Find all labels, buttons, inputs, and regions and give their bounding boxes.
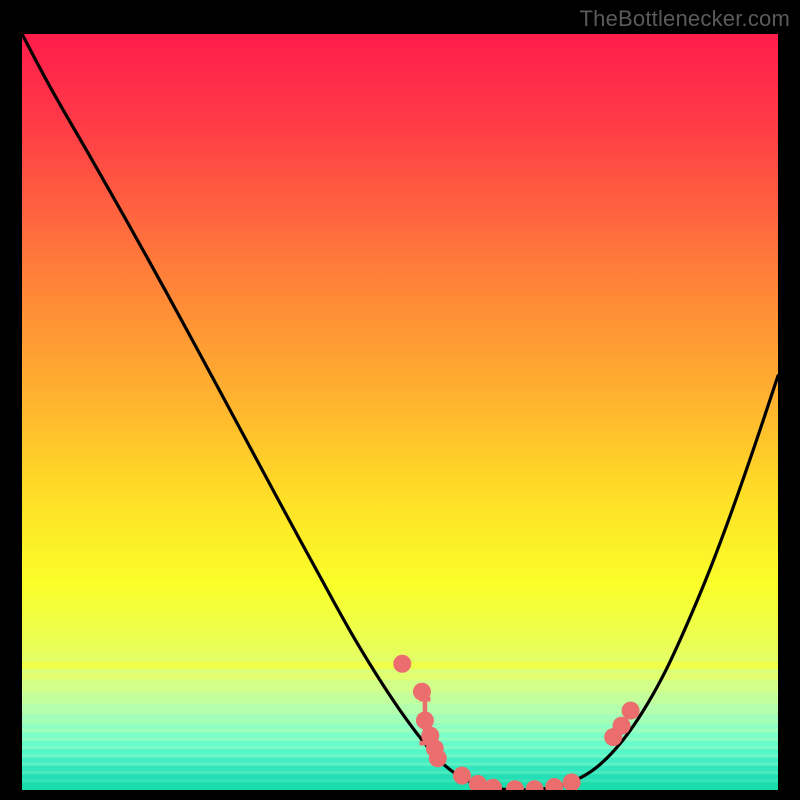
gradient-band <box>22 741 778 746</box>
data-marker <box>453 767 471 785</box>
gradient-band <box>22 749 778 754</box>
data-marker <box>622 702 640 720</box>
gradient-band <box>22 714 778 720</box>
gradient-band <box>22 695 778 701</box>
chart-container: TheBottlenecker.com <box>0 0 800 800</box>
gradient-band <box>22 733 778 738</box>
gradient-band <box>22 782 778 790</box>
data-marker <box>413 683 431 701</box>
gradient-band <box>22 774 778 779</box>
gradient-band <box>22 757 778 762</box>
data-marker <box>429 749 447 767</box>
data-marker <box>393 655 411 673</box>
gradient-band <box>22 723 778 728</box>
watermark-label: TheBottlenecker.com <box>580 6 790 32</box>
gradient-band <box>22 766 778 771</box>
data-marker <box>613 717 631 735</box>
bottleneck-curve-chart <box>22 34 778 790</box>
gradient-band <box>22 684 778 691</box>
